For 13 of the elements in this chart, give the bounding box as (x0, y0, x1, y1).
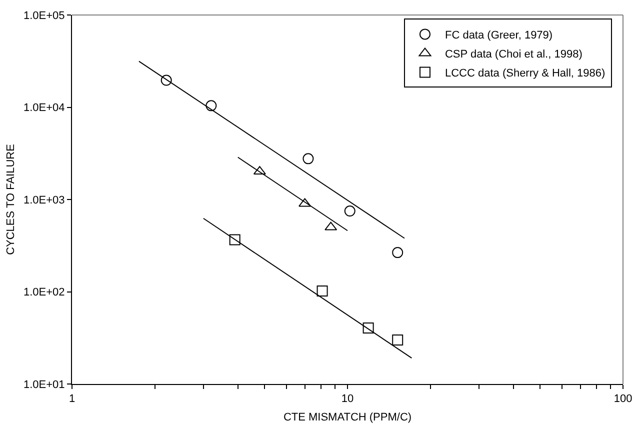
legend-label: FC data (Greer, 1979) (444, 29, 553, 42)
legend-label: LCCC data (Sherry & Hall, 1986) (444, 67, 606, 80)
x-tick-label: 1 (68, 393, 76, 406)
y-axis-title: CYCLES TO FAILURE (5, 144, 18, 255)
x-axis-title: CTE MISMATCH (PPM/C) (283, 411, 412, 424)
y-tick-label: 1.0E+01 (24, 378, 65, 391)
legend-label: CSP data (Choi et al., 1998) (444, 48, 582, 60)
y-tick-label: 1.0E+05 (24, 10, 65, 22)
y-tick-label: 1.0E+04 (24, 102, 65, 114)
y-tick-label: 1.0E+03 (24, 194, 65, 206)
x-tick-label: 10 (341, 393, 354, 406)
y-tick-label: 1.0E+02 (24, 286, 65, 299)
x-tick-label: 100 (614, 393, 632, 406)
